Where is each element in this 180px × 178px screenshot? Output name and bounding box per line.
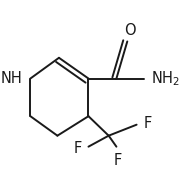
Text: F: F [143, 116, 152, 130]
Text: NH$_2$: NH$_2$ [151, 69, 180, 88]
Text: O: O [124, 23, 136, 38]
Text: NH: NH [1, 71, 23, 86]
Text: F: F [114, 153, 122, 168]
Text: F: F [73, 141, 82, 156]
